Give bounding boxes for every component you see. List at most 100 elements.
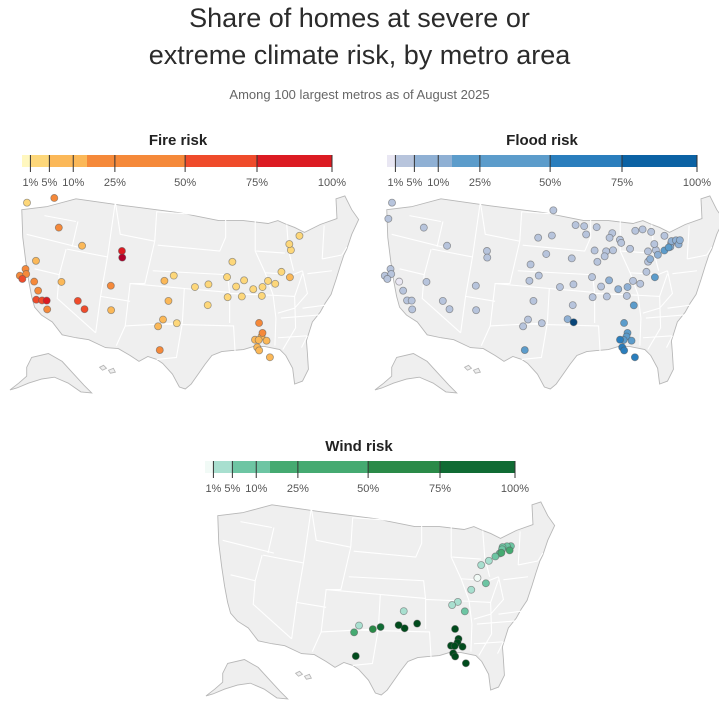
- city-marker[interactable]: Boise: [54, 223, 63, 232]
- city-marker[interactable]: Atlanta: [237, 292, 246, 301]
- city-marker[interactable]: Richmond: [642, 267, 651, 276]
- city-marker[interactable]: Greenville: [614, 285, 623, 294]
- city-marker[interactable]: Colorado Springs: [483, 253, 492, 262]
- city-marker[interactable]: Bakersfield: [399, 286, 408, 295]
- city-marker[interactable]: Jacksonville: [451, 625, 460, 633]
- city-marker[interactable]: Cape Coral: [451, 652, 460, 661]
- city-marker[interactable]: Raleigh: [636, 279, 645, 288]
- city-marker[interactable]: Dallas: [529, 296, 538, 305]
- city-marker[interactable]: Louisville: [593, 257, 602, 266]
- city-marker[interactable]: Charlotte: [258, 283, 267, 291]
- city-marker[interactable]: Fresno: [30, 277, 39, 286]
- city-marker[interactable]: Palm Bay: [262, 336, 271, 345]
- city-marker[interactable]: Lakeland: [450, 642, 459, 650]
- city-marker[interactable]: Greensboro: [629, 276, 637, 285]
- city-marker[interactable]: Raleigh: [467, 585, 476, 594]
- city-marker[interactable]: Philadelphia: [653, 250, 662, 259]
- city-marker[interactable]: Little Rock: [555, 283, 564, 291]
- city-marker[interactable]: Reno: [32, 256, 40, 265]
- city-marker[interactable]: Denver: [118, 247, 126, 255]
- city-marker[interactable]: Cincinnati: [600, 252, 609, 261]
- city-marker[interactable]: San Antonio: [519, 322, 528, 331]
- city-marker[interactable]: Tulsa: [534, 271, 543, 280]
- city-marker[interactable]: Syracuse: [647, 227, 656, 236]
- city-marker[interactable]: Augusta: [448, 601, 457, 609]
- city-marker[interactable]: Knoxville: [240, 276, 249, 285]
- city-marker[interactable]: Beaumont: [376, 623, 385, 631]
- city-marker[interactable]: Raleigh: [271, 279, 280, 288]
- city-marker[interactable]: Chicago: [582, 230, 591, 239]
- city-marker[interactable]: New Orleans: [400, 624, 409, 633]
- city-marker[interactable]: Charleston: [629, 301, 638, 310]
- city-marker[interactable]: Bakersfield: [34, 286, 43, 295]
- city-marker[interactable]: Chattanooga: [232, 282, 241, 291]
- city-marker[interactable]: Rochester: [638, 225, 647, 234]
- city-marker[interactable]: Indianapolis: [590, 246, 599, 255]
- city-marker[interactable]: Pittsburgh: [626, 244, 635, 253]
- city-marker[interactable]: Mobile: [413, 619, 422, 628]
- city-marker[interactable]: McAllen: [520, 346, 529, 355]
- city-marker[interactable]: Oklahoma City: [160, 276, 169, 285]
- city-marker[interactable]: Little Rock: [190, 283, 199, 291]
- city-marker[interactable]: Greensboro: [264, 276, 272, 285]
- city-marker[interactable]: San Antonio: [350, 628, 359, 637]
- city-marker[interactable]: Miami: [461, 659, 470, 668]
- city-marker[interactable]: Madison: [571, 221, 580, 230]
- city-marker[interactable]: San Diego: [408, 305, 417, 314]
- city-marker[interactable]: Colorado Springs: [118, 253, 127, 262]
- city-marker[interactable]: Tucson: [445, 305, 454, 314]
- city-marker[interactable]: Greenville: [249, 285, 258, 294]
- city-marker[interactable]: Philadelphia: [484, 556, 493, 565]
- city-marker[interactable]: Columbia: [622, 291, 631, 300]
- city-marker[interactable]: Akron: [617, 238, 626, 247]
- city-marker[interactable]: Albuquerque: [106, 281, 115, 290]
- city-marker[interactable]: Deltona: [258, 328, 267, 337]
- city-marker[interactable]: Wichita: [526, 260, 535, 269]
- city-marker[interactable]: Columbia: [257, 291, 266, 300]
- city-marker[interactable]: San Jose: [383, 275, 392, 283]
- city-marker[interactable]: Minneapolis: [549, 206, 558, 215]
- city-marker[interactable]: Salt Lake City: [78, 241, 86, 250]
- city-marker[interactable]: Cape Coral: [255, 346, 264, 355]
- city-marker[interactable]: Tulsa: [169, 271, 178, 280]
- city-marker[interactable]: Columbus: [609, 246, 617, 255]
- city-marker[interactable]: Austin: [159, 315, 167, 324]
- city-marker[interactable]: Virginia Beach: [650, 273, 659, 282]
- city-marker[interactable]: Knoxville: [605, 276, 614, 285]
- city-marker[interactable]: Baltimore: [646, 255, 655, 263]
- city-marker[interactable]: Birmingham: [223, 293, 232, 302]
- city-marker[interactable]: Jackson: [568, 301, 577, 310]
- city-marker[interactable]: Providence: [505, 546, 514, 555]
- city-marker[interactable]: Richmond: [277, 267, 286, 276]
- city-marker[interactable]: Scranton: [650, 240, 659, 249]
- city-marker[interactable]: Scranton: [285, 240, 294, 249]
- city-marker[interactable]: Boise: [419, 223, 428, 232]
- city-marker[interactable]: Harrisburg: [644, 247, 652, 256]
- city-marker[interactable]: Memphis: [204, 280, 213, 289]
- city-marker[interactable]: Spokane: [50, 194, 59, 202]
- city-marker[interactable]: Atlanta: [602, 292, 611, 301]
- city-marker[interactable]: Jacksonville: [620, 319, 629, 327]
- city-marker[interactable]: Phoenix: [438, 296, 447, 305]
- city-marker[interactable]: Jackson: [399, 607, 408, 616]
- city-marker[interactable]: Palm Bay: [458, 642, 467, 651]
- city-marker[interactable]: Jackson: [203, 301, 212, 310]
- city-marker[interactable]: Lakeland: [254, 336, 263, 344]
- city-marker[interactable]: Salt Lake City: [443, 241, 451, 250]
- city-marker[interactable]: St. Louis: [567, 254, 576, 263]
- city-marker[interactable]: Palm Bay: [627, 336, 636, 345]
- city-marker[interactable]: Riverside: [42, 296, 51, 305]
- city-marker[interactable]: Des Moines: [547, 231, 556, 240]
- city-marker[interactable]: Charleston: [460, 607, 469, 616]
- city-marker[interactable]: Portland: [384, 214, 393, 223]
- city-marker[interactable]: Miami: [630, 353, 639, 362]
- city-marker[interactable]: Chattanooga: [597, 282, 606, 291]
- city-marker[interactable]: Austin: [355, 621, 363, 630]
- city-marker[interactable]: Kansas City: [542, 250, 551, 258]
- city-marker[interactable]: San Jose: [18, 275, 27, 283]
- city-marker[interactable]: Houston: [537, 319, 546, 328]
- city-marker[interactable]: Albany: [295, 231, 304, 240]
- city-marker[interactable]: Fresno: [395, 277, 404, 286]
- city-marker[interactable]: New York: [491, 552, 500, 561]
- city-marker[interactable]: New Orleans: [569, 318, 578, 327]
